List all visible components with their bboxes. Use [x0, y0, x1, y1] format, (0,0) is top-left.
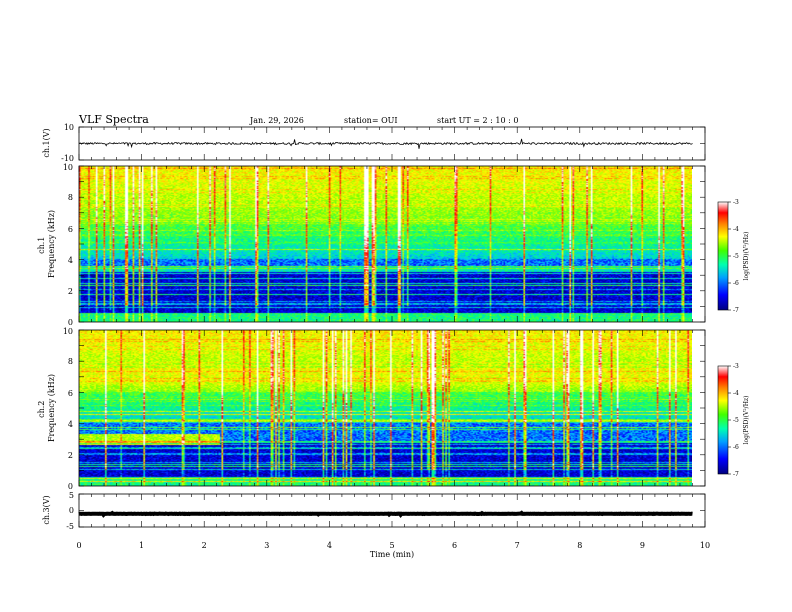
ytick-label: 6: [68, 225, 73, 234]
x-tick-label: 6: [452, 541, 457, 550]
figure-title: VLF Spectra: [78, 113, 149, 126]
ch1-ytick-max: 10: [64, 123, 74, 132]
ytick-label: 10: [63, 327, 73, 336]
colorbar-label: log(PSD)(V²/Hz): [743, 396, 750, 445]
ytick-label: 2: [68, 287, 73, 296]
ch1-spectrogram-ticks: [78, 165, 706, 323]
ch2-colorbar: -3 -4 -5 -6 -7 log(PSD)(V²/Hz): [717, 363, 750, 478]
ch1-waveform-ylabel: ch.1(V): [42, 128, 51, 157]
x-tick-label: 9: [640, 541, 645, 550]
ch2-frequency-tick-labels: 0 2 4 6 8 10: [63, 327, 73, 491]
ch1-waveform-ticks: [78, 126, 706, 161]
ch3-waveform-line: [78, 510, 693, 518]
time-axis-tick-labels: 0 1 2 3 4 5 6 7 8 9 10: [76, 541, 710, 550]
x-tick-label: 2: [202, 541, 207, 550]
colorbar-tick-label: -4: [733, 226, 739, 233]
x-tick-label: 5: [389, 541, 394, 550]
colorbar-tick-label: -6: [733, 280, 739, 287]
panel-ch1-waveform: 10 -10 ch.1(V): [42, 123, 706, 163]
ylabel-frequency: Frequency (kHz): [47, 210, 56, 278]
ch1-waveform-line: [79, 138, 693, 149]
figure-start-time: start UT = 2 : 10 : 0: [437, 116, 518, 125]
ch2-spectrogram-ylabel: ch.2 Frequency (kHz): [37, 374, 56, 442]
figure-station: station= OUI: [344, 116, 398, 125]
ylabel-frequency: Frequency (kHz): [47, 374, 56, 442]
ylabel-channel: ch.2: [37, 401, 46, 418]
colorbar-tick-label: -5: [733, 253, 739, 260]
ytick-label: 8: [68, 193, 73, 202]
colorbar-tick-label: -7: [733, 471, 739, 478]
panel-ch2-spectrogram: 0 2 4 6 8 10 ch.2 Frequency (kHz) -3 -4 -5…: [37, 327, 750, 491]
colorbar-tick-label: -6: [733, 444, 739, 451]
x-tick-label: 10: [700, 541, 710, 550]
ch1-spectrogram-image: [79, 166, 692, 322]
ch1-spectrogram-ylabel: ch.1 Frequency (kHz): [37, 210, 56, 278]
ch1-frequency-tick-labels: 0 2 4 6 8 10: [63, 163, 73, 327]
colorbar-tick-label: -4: [733, 390, 739, 397]
colorbar-label: log(PSD)(V²/Hz): [743, 232, 750, 281]
colorbar-tick-label: -3: [733, 199, 739, 206]
ytick-label: 0: [68, 318, 73, 327]
ch3-ytick-max: 5: [69, 491, 74, 500]
ylabel-channel: ch.1: [37, 237, 46, 254]
ytick-label: 8: [68, 357, 73, 366]
ytick-label: 4: [68, 256, 73, 265]
colorbar-tick-label: -5: [733, 417, 739, 424]
colorbar-tick-label: -7: [733, 307, 739, 314]
x-tick-label: 4: [327, 541, 332, 550]
panel-ch3-waveform: 5 0 -5 ch.3(V): [42, 491, 706, 531]
panel-ch1-spectrogram: 0 2 4 6 8 10 ch.1 Frequency (kHz) -3 -4 -5…: [37, 163, 750, 327]
x-tick-label: 7: [515, 541, 520, 550]
x-tick-label: 1: [139, 541, 144, 550]
ch3-ytick-zero: 0: [69, 506, 74, 515]
ytick-label: 0: [68, 482, 73, 491]
ytick-label: 2: [68, 451, 73, 460]
colorbar-ticks: -3 -4 -5 -6 -7: [728, 199, 739, 314]
ch1-ytick-min: -10: [61, 154, 74, 163]
ch3-ytick-min: -5: [66, 522, 74, 531]
x-tick-label: 0: [76, 541, 81, 550]
ch2-spectrogram-ticks: [78, 329, 706, 487]
time-axis-label: Time (min): [370, 550, 414, 559]
ch3-waveform-ylabel: ch.3(V): [42, 495, 51, 524]
ytick-label: 10: [63, 163, 73, 172]
ytick-label: 4: [68, 420, 73, 429]
figure-date: Jan. 29, 2026: [249, 116, 304, 125]
ytick-label: 6: [68, 389, 73, 398]
colorbar-tick-label: -3: [733, 363, 739, 370]
x-tick-label: 3: [264, 541, 269, 550]
ch2-spectrogram-image: [79, 330, 692, 486]
x-tick-label: 8: [577, 541, 582, 550]
colorbar-ticks: -3 -4 -5 -6 -7: [728, 363, 739, 478]
ch1-colorbar: -3 -4 -5 -6 -7 log(PSD)(V²/Hz): [717, 199, 750, 314]
ch3-waveform-ticks: [78, 493, 706, 528]
colorbar-scale: [717, 365, 729, 475]
colorbar-scale: [717, 201, 729, 311]
